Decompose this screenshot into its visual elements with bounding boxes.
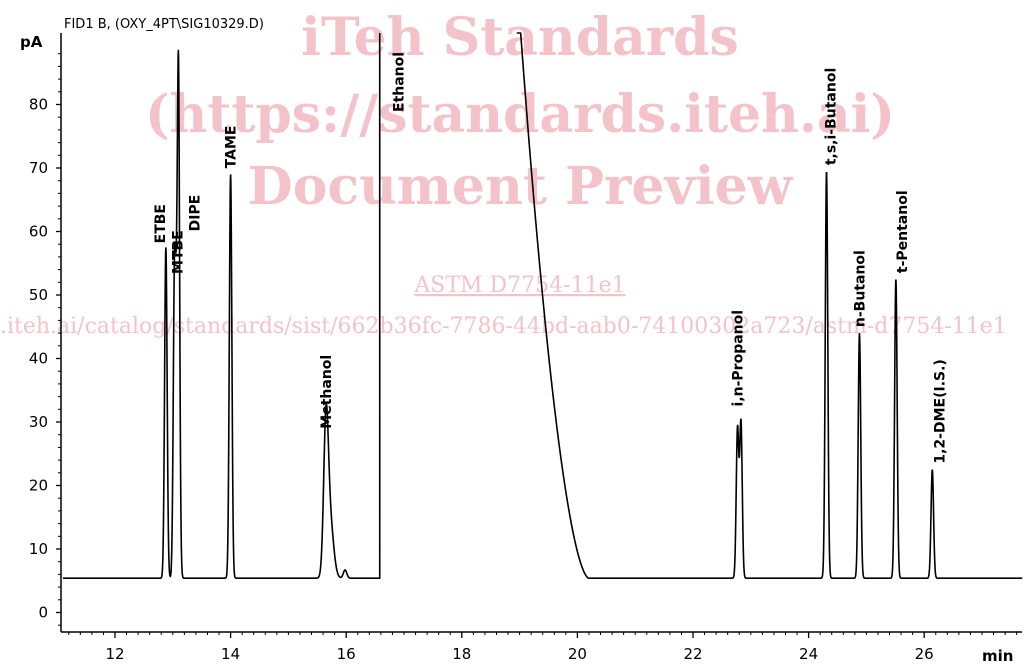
peak-label: Ethanol [392, 52, 408, 112]
y-tick-label: 40 [29, 350, 48, 368]
peak-label: t,s,i-Butanol [824, 68, 840, 165]
x-tick-label: 22 [683, 645, 702, 663]
x-axis-ticks: 12 14 16 18 20 22 24 26 [68, 632, 1018, 663]
watermark-line-1: iTeh Standards [301, 7, 739, 68]
peak-label: DIPE [188, 195, 204, 232]
x-tick-label: 24 [799, 645, 818, 663]
peak-label: i,n-Propanol [731, 310, 747, 407]
x-tick-label: 26 [915, 645, 934, 663]
watermark: iTeh Standards (https://standards.iteh.a… [0, 7, 1007, 339]
chromatogram-trace [62, 32, 1023, 580]
watermark-line-3: Document Preview [248, 156, 794, 217]
y-tick-label: 50 [29, 286, 48, 304]
x-tick-label: 12 [105, 645, 124, 663]
y-tick-label: 0 [38, 604, 48, 622]
axes [60, 33, 1022, 633]
watermark-line-4: ASTM D7754-11e1 [413, 273, 625, 298]
y-tick-label: 30 [29, 413, 48, 431]
x-tick-label: 20 [568, 645, 587, 663]
x-tick-label: 18 [452, 645, 471, 663]
chart-title: FID1 B, (OXY_4PT\SIG10329.D) [64, 17, 264, 32]
y-axis-ticks: 0 10 20 30 40 50 60 70 80 [29, 53, 61, 626]
peak-label: TAME [224, 126, 240, 169]
watermark-line-5: https://standards.iteh.ai/catalog/standa… [0, 314, 1007, 339]
peak-label: 1,2-DME(I.S.) [932, 359, 948, 463]
y-tick-label: 10 [29, 540, 48, 558]
y-tick-label: 70 [29, 159, 48, 177]
y-tick-label: 60 [29, 223, 48, 241]
y-axis-unit: pA [20, 33, 43, 51]
y-tick-label: 80 [29, 96, 48, 114]
watermark-line-2: (https://standards.iteh.ai) [145, 84, 895, 145]
peak-label: MTBE [171, 230, 187, 274]
x-tick-label: 16 [337, 645, 356, 663]
peak-label: n-Butanol [852, 250, 868, 327]
peak-label: t-Pentanol [895, 190, 911, 273]
x-axis-unit: min [982, 647, 1013, 665]
peak-label: ETBE [153, 204, 169, 243]
peak-label: Methanol [319, 355, 335, 429]
x-tick-label: 14 [221, 645, 240, 663]
y-tick-label: 20 [29, 477, 48, 495]
